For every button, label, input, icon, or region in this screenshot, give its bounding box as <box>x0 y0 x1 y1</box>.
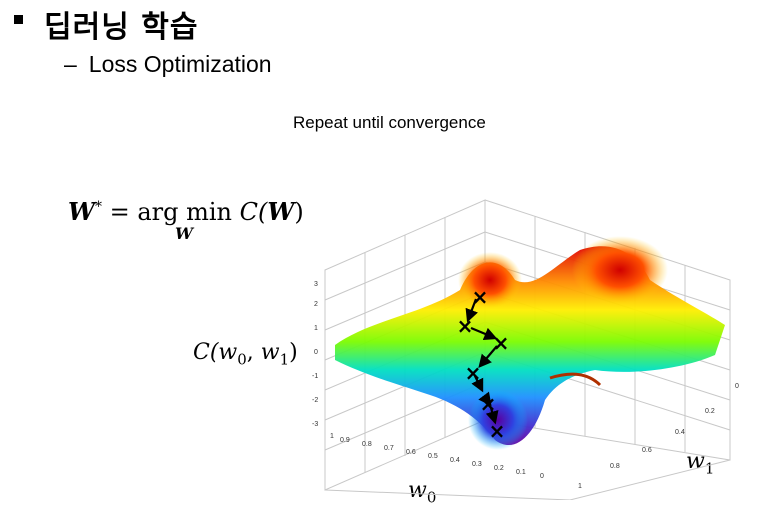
svg-text:0.6: 0.6 <box>642 447 652 454</box>
cost-function-label: C(w0, w1) <box>193 340 298 369</box>
path-marker: × <box>472 285 489 309</box>
z-axis-ticks: 3 2 1 0 -1 -2 -3 <box>312 281 318 428</box>
path-marker: × <box>465 361 482 385</box>
w0-axis-ticks: 1 0.9 0.8 0.7 0.6 0.5 0.4 0.3 0.2 0.1 0 <box>330 433 544 480</box>
path-marker: × <box>480 392 497 416</box>
svg-text:-1: -1 <box>312 373 318 380</box>
svg-text:0: 0 <box>314 349 318 356</box>
svg-text:0.2: 0.2 <box>705 408 715 415</box>
loss-surface <box>335 236 725 450</box>
svg-text:0.5: 0.5 <box>428 453 438 460</box>
path-marker: × <box>489 419 506 443</box>
svg-text:-3: -3 <box>312 421 318 428</box>
svg-text:0.8: 0.8 <box>362 441 372 448</box>
svg-text:0.9: 0.9 <box>340 437 350 444</box>
svg-text:0.7: 0.7 <box>384 445 394 452</box>
svg-text:1: 1 <box>314 325 318 332</box>
svg-text:1: 1 <box>578 483 582 490</box>
svg-text:0.8: 0.8 <box>610 463 620 470</box>
svg-text:3: 3 <box>314 281 318 288</box>
loss-surface-plot: 3 2 1 0 -1 -2 -3 1 0.9 0.8 0.7 0.6 0.5 0… <box>312 199 739 500</box>
svg-text:0: 0 <box>735 383 739 390</box>
argmin-subscript: W <box>175 224 193 243</box>
caption-repeat: Repeat until convergence <box>293 113 486 132</box>
slide-title: 딥러닝 학습 <box>44 10 199 45</box>
svg-text:2: 2 <box>314 301 318 308</box>
svg-text:0.4: 0.4 <box>450 457 460 464</box>
svg-text:0.2: 0.2 <box>494 465 504 472</box>
gradient-descent-path <box>465 298 499 425</box>
path-markers: × × × × × × <box>457 285 510 443</box>
svg-text:0.3: 0.3 <box>472 461 482 468</box>
w0-axis-label: w0 <box>408 478 437 507</box>
svg-text:-2: -2 <box>312 397 318 404</box>
w1-axis-ticks: 0 0.2 0.4 0.6 0.8 1 <box>578 383 739 490</box>
bullet-square <box>14 15 23 24</box>
slide-subtitle: – Loss Optimization <box>64 51 272 77</box>
svg-text:0.6: 0.6 <box>406 449 416 456</box>
path-marker: × <box>457 314 474 338</box>
argmin-equation: W* = arg min C(W) W <box>68 197 304 243</box>
svg-text:0.1: 0.1 <box>516 469 526 476</box>
svg-text:0: 0 <box>540 473 544 480</box>
path-marker: × <box>493 331 510 355</box>
svg-text:1: 1 <box>330 433 334 440</box>
svg-text:0.4: 0.4 <box>675 429 685 436</box>
